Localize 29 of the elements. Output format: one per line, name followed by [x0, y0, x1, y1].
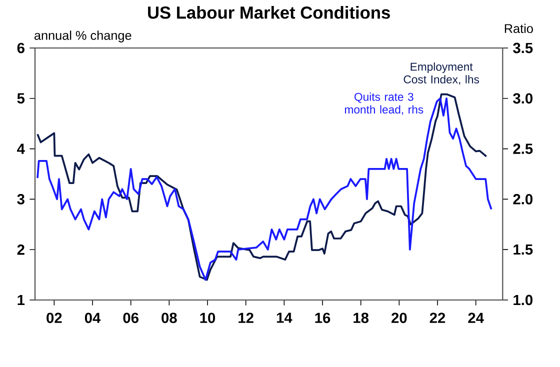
x-tick-label: 06: [123, 312, 138, 324]
y2-tick-label: 3.0: [513, 93, 532, 104]
x-tick-label: 22: [430, 312, 446, 323]
chart-title: US Labour Market Conditions: [148, 6, 390, 19]
x-tick-label: 08: [162, 312, 177, 324]
x-tick-label: 04: [84, 312, 101, 324]
y-tick-label: 3: [17, 194, 24, 204]
x-tick-label: 14: [276, 312, 292, 323]
x-tick-label: 16: [315, 312, 330, 324]
y2-tick-label: 1.5: [514, 244, 533, 255]
y2-tick-label: 2.0: [513, 194, 532, 204]
y2-axis-title: Ratio: [504, 24, 533, 34]
x-tick-label: 24: [468, 312, 484, 323]
series-label: Quits rate 3 month lead, rhs: [344, 92, 424, 115]
y-tick-label: 2: [17, 244, 24, 255]
y-tick-label: 6: [17, 42, 24, 54]
x-tick-label: 02: [46, 312, 62, 324]
y-tick-label: 5: [17, 93, 25, 104]
y2-tick-label: 1.0: [514, 294, 532, 306]
x-tick-label: 12: [238, 312, 254, 323]
y-axis-title: annual % change: [34, 30, 132, 42]
x-tick-label: 20: [392, 312, 407, 324]
x-tick-label: 10: [200, 312, 216, 324]
y2-tick-label: 2.5: [513, 144, 533, 154]
y-tick-label: 1: [18, 294, 25, 306]
series-label: Employment Cost Index, lhs: [404, 62, 480, 85]
y2-tick-label: 3.5: [513, 42, 533, 54]
x-tick-label: 18: [354, 312, 369, 324]
y-tick-label: 4: [17, 144, 25, 154]
